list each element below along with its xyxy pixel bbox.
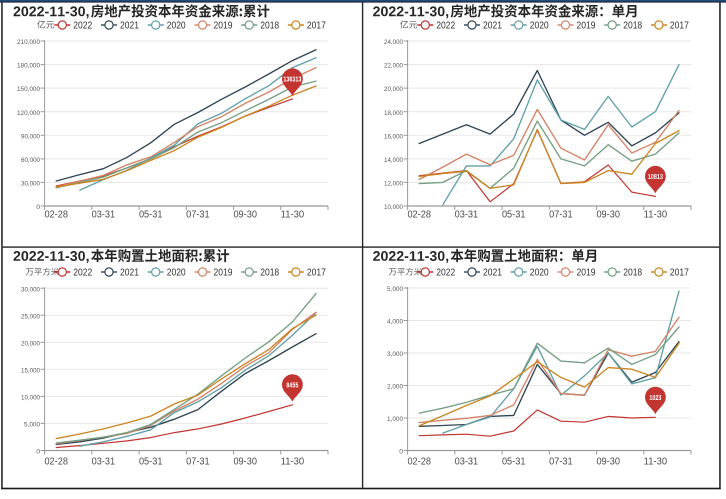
svg-text:8455: 8455 bbox=[286, 380, 298, 389]
svg-text:2018: 2018 bbox=[623, 20, 642, 31]
svg-text:25,000: 25,000 bbox=[21, 313, 40, 320]
svg-text:4,000: 4,000 bbox=[387, 319, 403, 326]
svg-text:09-30: 09-30 bbox=[596, 457, 620, 468]
svg-text:2019: 2019 bbox=[214, 267, 233, 278]
svg-text:5,000: 5,000 bbox=[387, 286, 403, 293]
svg-text:150,000: 150,000 bbox=[17, 86, 40, 93]
svg-text:2021: 2021 bbox=[120, 20, 139, 31]
svg-text:10,000: 10,000 bbox=[21, 395, 40, 402]
svg-text:12,000: 12,000 bbox=[384, 181, 403, 188]
svg-text:180,000: 180,000 bbox=[17, 63, 40, 70]
svg-text:10813: 10813 bbox=[648, 172, 663, 181]
svg-text:2018: 2018 bbox=[260, 267, 279, 278]
svg-text:2017: 2017 bbox=[307, 267, 326, 278]
svg-text:210,000: 210,000 bbox=[17, 39, 40, 46]
svg-text:10,000: 10,000 bbox=[384, 204, 403, 211]
svg-text:05-31: 05-31 bbox=[502, 210, 526, 221]
svg-text:2018: 2018 bbox=[260, 20, 279, 31]
svg-text:11-30: 11-30 bbox=[644, 457, 668, 468]
svg-text:2022: 2022 bbox=[436, 20, 455, 31]
svg-text:2017: 2017 bbox=[670, 267, 689, 278]
svg-text:20,000: 20,000 bbox=[21, 340, 40, 347]
svg-text:03-31: 03-31 bbox=[455, 457, 479, 468]
svg-text:09-30: 09-30 bbox=[233, 210, 257, 221]
svg-text:2019: 2019 bbox=[577, 267, 596, 278]
svg-text:2020: 2020 bbox=[530, 20, 549, 31]
svg-text:02-28: 02-28 bbox=[44, 457, 68, 468]
svg-text:02-28: 02-28 bbox=[407, 457, 431, 468]
svg-text:0: 0 bbox=[36, 204, 40, 211]
svg-text:30,000: 30,000 bbox=[21, 181, 40, 188]
svg-text:03-31: 03-31 bbox=[92, 210, 116, 221]
svg-text:60,000: 60,000 bbox=[21, 157, 40, 164]
svg-text:2019: 2019 bbox=[577, 20, 596, 31]
svg-text:11-30: 11-30 bbox=[281, 210, 305, 221]
svg-text:136313: 136313 bbox=[283, 75, 301, 84]
svg-text:2020: 2020 bbox=[530, 267, 549, 278]
svg-text:11-30: 11-30 bbox=[281, 457, 305, 468]
svg-text:24,000: 24,000 bbox=[384, 39, 403, 46]
svg-text:2018: 2018 bbox=[623, 267, 642, 278]
svg-text:2022: 2022 bbox=[73, 267, 92, 278]
svg-text:03-31: 03-31 bbox=[455, 210, 479, 221]
svg-text:2017: 2017 bbox=[307, 20, 326, 31]
svg-text:05-31: 05-31 bbox=[502, 457, 526, 468]
svg-text:2019: 2019 bbox=[214, 20, 233, 31]
svg-text:20,000: 20,000 bbox=[384, 86, 403, 93]
svg-text:2021: 2021 bbox=[120, 267, 139, 278]
svg-text:3,000: 3,000 bbox=[387, 351, 403, 358]
svg-text:09-30: 09-30 bbox=[596, 210, 620, 221]
svg-text:03-31: 03-31 bbox=[92, 457, 116, 468]
svg-text:30,000: 30,000 bbox=[21, 286, 40, 293]
svg-text:5,000: 5,000 bbox=[24, 422, 40, 429]
svg-text:2022: 2022 bbox=[436, 267, 455, 278]
svg-text:16,000: 16,000 bbox=[384, 133, 403, 140]
svg-text:2022: 2022 bbox=[73, 20, 92, 31]
svg-text:2021: 2021 bbox=[483, 20, 502, 31]
svg-text:07-31: 07-31 bbox=[549, 210, 573, 221]
svg-text:2017: 2017 bbox=[670, 20, 689, 31]
svg-text:0: 0 bbox=[399, 449, 403, 456]
svg-text:1,000: 1,000 bbox=[387, 416, 403, 423]
svg-text:11-30: 11-30 bbox=[644, 210, 668, 221]
svg-text:2,000: 2,000 bbox=[387, 384, 403, 391]
svg-text:07-31: 07-31 bbox=[186, 457, 210, 468]
svg-text:15,000: 15,000 bbox=[21, 367, 40, 374]
svg-text:07-31: 07-31 bbox=[549, 457, 573, 468]
svg-text:18,000: 18,000 bbox=[384, 110, 403, 117]
svg-text:22,000: 22,000 bbox=[384, 63, 403, 70]
svg-text:05-31: 05-31 bbox=[139, 457, 163, 468]
svg-text:09-30: 09-30 bbox=[233, 457, 257, 468]
svg-text:90,000: 90,000 bbox=[21, 133, 40, 140]
svg-text:2021: 2021 bbox=[483, 267, 502, 278]
svg-text:120,000: 120,000 bbox=[17, 110, 40, 117]
svg-text:0: 0 bbox=[36, 449, 40, 456]
svg-text:07-31: 07-31 bbox=[186, 210, 210, 221]
svg-text:2020: 2020 bbox=[167, 20, 186, 31]
svg-text:02-28: 02-28 bbox=[44, 210, 68, 221]
svg-text:14,000: 14,000 bbox=[384, 157, 403, 164]
svg-text:02-28: 02-28 bbox=[407, 210, 431, 221]
svg-text:05-31: 05-31 bbox=[139, 210, 163, 221]
svg-text:2020: 2020 bbox=[167, 267, 186, 278]
svg-text:1023: 1023 bbox=[649, 393, 661, 402]
